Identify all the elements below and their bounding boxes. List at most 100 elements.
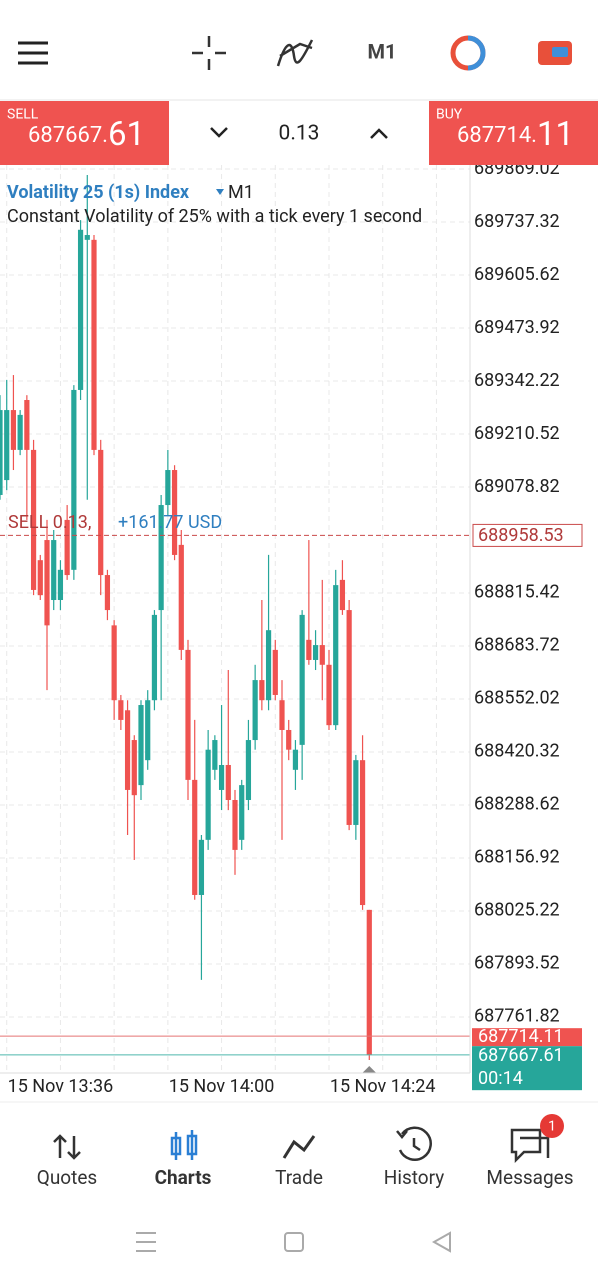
menu-icon[interactable] <box>18 41 48 65</box>
nav-label[interactable]: Charts <box>155 1166 212 1189</box>
indicator-icon[interactable] <box>276 39 314 67</box>
candle-body <box>192 779 198 895</box>
candle-body <box>118 700 124 720</box>
candle-body <box>198 839 205 895</box>
nav-label[interactable]: Trade <box>275 1166 323 1189</box>
y-tick-label: 689473.92 <box>474 317 560 338</box>
candle-body <box>319 645 325 665</box>
quotes-icon[interactable] <box>53 1134 81 1160</box>
candle-body <box>84 235 90 240</box>
candle-body <box>98 449 104 576</box>
y-tick-label: 688156.92 <box>474 847 560 868</box>
candle-body <box>51 540 57 601</box>
y-tick-label: 688025.22 <box>474 900 560 921</box>
candle-body <box>77 229 84 390</box>
buy-button[interactable] <box>429 101 598 165</box>
candle-body <box>124 710 131 790</box>
y-tick-label: 687761.82 <box>474 1006 560 1027</box>
candle-body <box>24 400 30 450</box>
candle-body <box>286 729 292 750</box>
ask-price: 687714.11 <box>478 1026 564 1047</box>
candle-body <box>259 680 265 701</box>
x-tick-label: 15 Nov 14:00 <box>169 1076 275 1097</box>
system-buttons[interactable] <box>136 1231 451 1253</box>
candle-body <box>10 410 17 450</box>
x-tick-label: 15 Nov 14:24 <box>330 1076 436 1097</box>
candle-body <box>91 239 97 450</box>
symbol-dropdown[interactable] <box>216 189 224 195</box>
sell-button[interactable] <box>0 101 169 165</box>
buy-label: BUY <box>436 107 463 123</box>
candle-body <box>30 449 37 590</box>
candle-body <box>111 625 117 701</box>
crosshair-icon[interactable] <box>192 36 226 70</box>
message-badge <box>540 1114 564 1138</box>
nav-label[interactable]: Quotes <box>37 1166 97 1189</box>
y-tick-label: 688683.72 <box>474 635 560 656</box>
candle-body <box>346 610 352 825</box>
chart-bg <box>0 165 598 1100</box>
volume-down[interactable] <box>210 127 228 138</box>
position-profit: +161.77 USD <box>118 512 222 533</box>
candle-body <box>64 519 70 576</box>
volume[interactable]: 0.13 <box>279 122 320 146</box>
messages-icon[interactable] <box>510 1128 550 1164</box>
candle-body <box>326 664 332 726</box>
charts-icon[interactable] <box>170 1130 198 1160</box>
candle-body <box>279 700 285 730</box>
candle-body <box>218 764 225 790</box>
nav-label[interactable]: Messages <box>486 1166 573 1189</box>
y-tick-label: 688815.42 <box>474 582 560 603</box>
candle-body <box>0 410 3 495</box>
history-icon[interactable] <box>396 1126 432 1161</box>
trade-nav-icon[interactable] <box>282 1135 316 1159</box>
candle-body <box>138 705 144 786</box>
sell-label: SELL <box>7 107 39 123</box>
y-tick-label: 688552.02 <box>474 688 560 709</box>
x-tick-label: 15 Nov 13:36 <box>8 1076 114 1097</box>
candle-body <box>185 649 191 780</box>
candle-body <box>339 579 346 611</box>
bid-price-box <box>472 1046 582 1091</box>
candle-body <box>299 614 305 745</box>
y-tick-label: 688288.62 <box>474 794 560 815</box>
bottom-nav <box>0 1100 598 1215</box>
position-side: SELL 0.13, <box>8 512 91 533</box>
candle-body <box>225 764 231 801</box>
candle-body <box>145 700 151 761</box>
nav-labels: Quotes Charts Trade History Messages <box>37 1166 574 1189</box>
symbol-description: Constant Volatility of 25% with a tick e… <box>7 206 422 227</box>
symbol-title[interactable]: Volatility 25 (1s) Index <box>7 182 190 203</box>
candle-body <box>353 760 359 825</box>
last-price-marker <box>362 1066 377 1073</box>
nav-label[interactable]: History <box>384 1166 444 1189</box>
candle-body <box>239 785 245 840</box>
header <box>0 0 598 100</box>
y-tick-label: 689737.32 <box>474 211 560 232</box>
position-price: 688958.53 <box>478 525 564 546</box>
candle-body <box>131 740 137 796</box>
theme-icon[interactable] <box>450 35 486 71</box>
trade-icon[interactable] <box>538 41 572 65</box>
volume-up[interactable] <box>370 128 388 139</box>
candle-body <box>232 800 238 850</box>
timeframe-button[interactable]: M1 <box>368 39 397 63</box>
system-bar <box>0 1215 598 1280</box>
candle-body <box>165 470 171 506</box>
candle-body <box>245 740 252 801</box>
sell-price: 687667.61 <box>28 115 145 154</box>
candle-body <box>44 540 50 626</box>
position-price-box <box>472 523 583 547</box>
y-tick-label: 689210.52 <box>474 423 560 444</box>
candle-body <box>252 680 258 741</box>
candle-body <box>292 749 299 770</box>
candle-body <box>205 749 211 840</box>
candle-body <box>37 560 43 596</box>
message-badge-count: 1 <box>548 1119 556 1135</box>
candle-body <box>312 645 319 660</box>
candle-body <box>306 639 312 660</box>
candles <box>0 175 372 1060</box>
y-tick-label: 689078.82 <box>474 476 560 497</box>
overlay: SELL 0.13, +161.77 USD688958.53687714.116… <box>0 512 583 1091</box>
